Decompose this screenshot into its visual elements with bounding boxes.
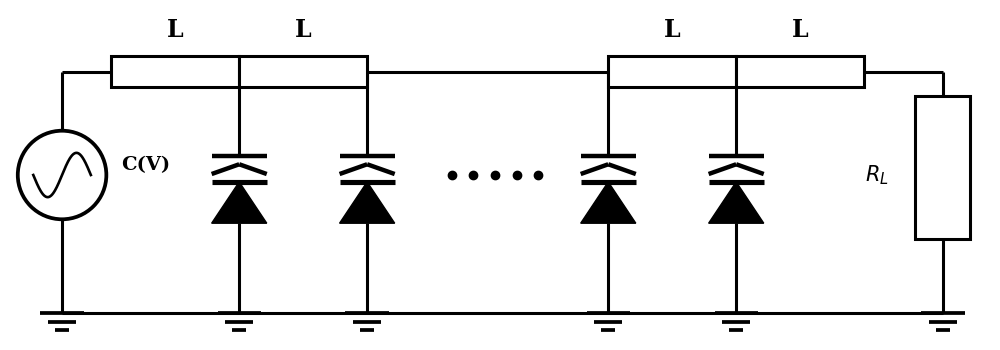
FancyBboxPatch shape <box>736 56 864 88</box>
Polygon shape <box>212 182 267 223</box>
Polygon shape <box>340 182 395 223</box>
FancyBboxPatch shape <box>111 56 239 88</box>
Polygon shape <box>581 182 636 223</box>
Polygon shape <box>709 182 764 223</box>
Text: L: L <box>664 18 681 42</box>
FancyBboxPatch shape <box>608 56 736 88</box>
FancyBboxPatch shape <box>915 96 970 239</box>
Text: $R_L$: $R_L$ <box>865 163 889 187</box>
Text: L: L <box>167 18 184 42</box>
Text: L: L <box>792 18 808 42</box>
Text: L: L <box>295 18 311 42</box>
Text: C(V): C(V) <box>121 156 170 174</box>
FancyBboxPatch shape <box>239 56 367 88</box>
